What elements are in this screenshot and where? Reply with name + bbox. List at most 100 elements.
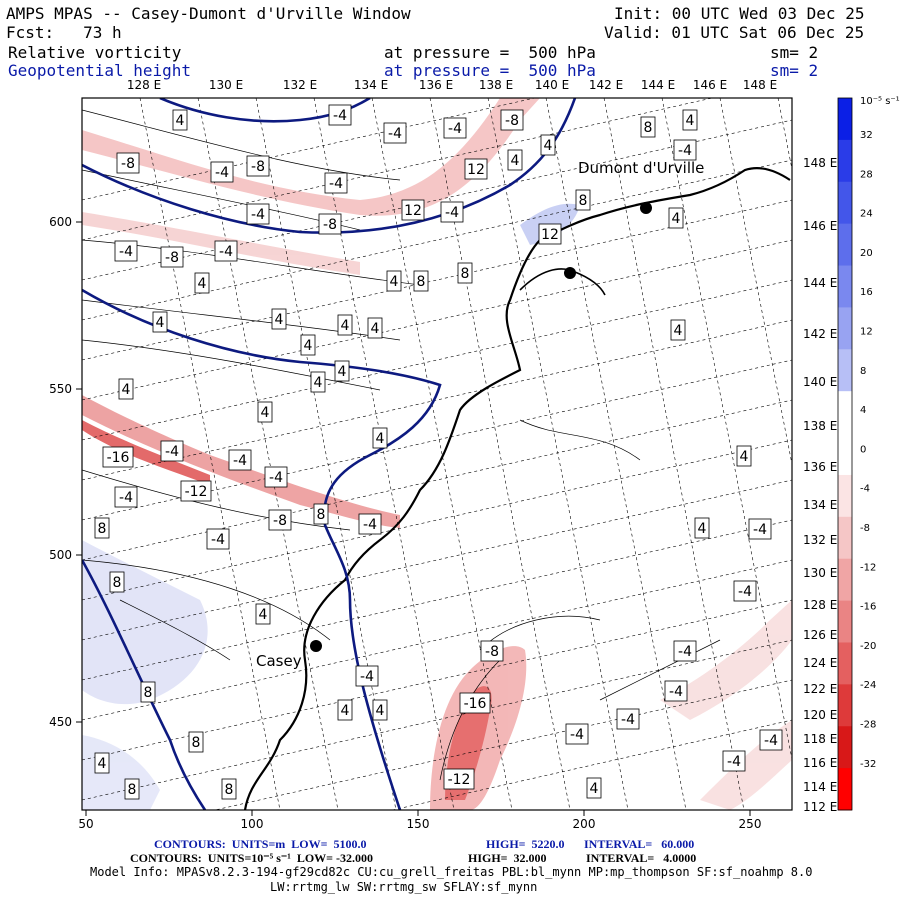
footer-height-interval: INTERVAL= 60.000	[584, 837, 695, 851]
contour-label: 4	[341, 318, 350, 334]
grid-line	[82, 279, 792, 441]
contour-label: 12	[541, 227, 559, 243]
contour-label-box	[206, 528, 230, 550]
grid-line	[603, 98, 745, 810]
contour-label: -4	[215, 165, 229, 181]
top-lon-label: 132 E	[283, 78, 317, 92]
contour-label: -4	[233, 453, 247, 469]
grid-line	[82, 519, 792, 681]
contour-label: -4	[329, 176, 343, 192]
contour-label-box	[264, 466, 288, 488]
contour-label-box	[310, 371, 326, 393]
top-lon-label: 136 E	[419, 78, 453, 92]
forecast-hour: Fcst: 73 h	[6, 23, 122, 42]
x-tick-label: 200	[573, 817, 596, 831]
grid-line	[82, 399, 792, 561]
colorbar-swatch	[838, 516, 852, 560]
right-lon-label: 136 E	[803, 460, 837, 474]
grid-line	[371, 98, 513, 810]
contour-label-box	[401, 199, 425, 221]
colorbar-label: -12	[860, 562, 876, 573]
contour-label: -8	[323, 217, 337, 233]
footer-vorticity-contours: CONTOURS: UNITS=10⁻⁵ s⁻¹ LOW= -32.000	[130, 851, 374, 865]
colorbar-label: -28	[860, 720, 876, 731]
contour-label: 4	[674, 323, 683, 339]
contour-label: 4	[376, 703, 385, 719]
right-lon-label: 118 E	[803, 732, 837, 746]
contour-label: -4	[165, 444, 179, 460]
right-lon-label: 138 E	[803, 419, 837, 433]
contour-label: -4	[621, 712, 635, 728]
contour-label-box	[457, 262, 473, 284]
contour-label-box	[372, 427, 388, 449]
right-lon-label: 116 E	[803, 756, 837, 770]
contour-label-box	[246, 203, 270, 225]
contour-label: 4	[176, 113, 185, 129]
contour-label: -4	[727, 754, 741, 770]
contour-label-box	[140, 681, 156, 703]
x-tick-label: 250	[739, 817, 762, 831]
top-lon-label: 128 E	[127, 78, 161, 92]
contour-label-box	[194, 272, 210, 294]
contour-label-box	[722, 750, 746, 772]
grid-line	[661, 98, 792, 761]
coastline	[243, 166, 791, 810]
contour-label: 4	[98, 756, 107, 772]
contour-label-box	[255, 603, 271, 625]
y-tick-label: 550	[49, 382, 72, 396]
colorbar-frame	[837, 97, 853, 811]
grid-line	[82, 319, 792, 481]
top-lon-label: 148 E	[743, 78, 777, 92]
contour-label: 8	[98, 521, 107, 537]
contour-label-box	[540, 134, 556, 156]
contour-label-box	[313, 503, 329, 525]
contour-label: -4	[388, 126, 402, 142]
contour-label: 8	[644, 120, 653, 136]
grid-line	[82, 479, 792, 641]
plot-title: AMPS MPAS -- Casey-Dumont d'Urville Wind…	[6, 4, 411, 23]
contour-label-box	[268, 509, 292, 531]
contour-label-box	[586, 777, 602, 799]
top-lon-label: 142 E	[589, 78, 623, 92]
contour-label: -8	[251, 159, 265, 175]
contour-label: 4	[698, 521, 707, 537]
field1-level: at pressure = 500 hPa	[384, 43, 596, 62]
colorbar-swatch	[838, 223, 852, 267]
contour-label: 4	[686, 113, 695, 129]
contour-label-box	[114, 486, 138, 508]
contour-label: 12	[404, 203, 422, 219]
contour-label: 8	[317, 507, 326, 523]
right-lon-label: 126 E	[803, 628, 837, 642]
right-lon-label: 148 E	[803, 156, 837, 170]
right-lon-label: 146 E	[803, 219, 837, 233]
colorbar: 32 28 24 20 16 12 8 4 0 -4 -8 -12 -16 -20 -24 -28 -32	[837, 97, 876, 811]
contour-label: 4	[371, 321, 380, 337]
init-time: Init: 00 UTC Wed 03 Dec 25	[614, 4, 865, 23]
colorbar-swatch	[838, 139, 852, 183]
colorbar-label: -16	[860, 602, 876, 613]
right-lon-label: 112 E	[803, 800, 837, 814]
contour-label: 8	[144, 685, 153, 701]
contour-label-box	[180, 480, 212, 502]
contour-label: -4	[764, 733, 778, 749]
contour-label-box	[324, 172, 348, 194]
contour-label-box	[748, 518, 772, 540]
contour-label: 4	[672, 211, 681, 227]
grid-line	[82, 239, 792, 401]
colorbar-label: 32	[860, 130, 873, 141]
contour-label-box	[358, 513, 382, 535]
valid-time: Valid: 01 UTC Sat 06 Dec 25	[604, 23, 865, 42]
contour-label-box	[538, 223, 562, 245]
contour-label: -8	[273, 513, 287, 529]
contour-label-box	[640, 116, 656, 138]
grid-line	[139, 98, 281, 810]
field2-smoothing: sm= 2	[770, 61, 819, 80]
contour-label-box	[188, 731, 204, 753]
right-lon-label: 120 E	[803, 708, 837, 722]
dumont-durville-station-marker	[640, 202, 652, 214]
contour-label: -4	[570, 727, 584, 743]
contour-label-box	[271, 308, 287, 330]
contour-label-box	[694, 517, 710, 539]
island-marker	[564, 267, 576, 279]
right-lon-label: 134 E	[803, 498, 837, 512]
